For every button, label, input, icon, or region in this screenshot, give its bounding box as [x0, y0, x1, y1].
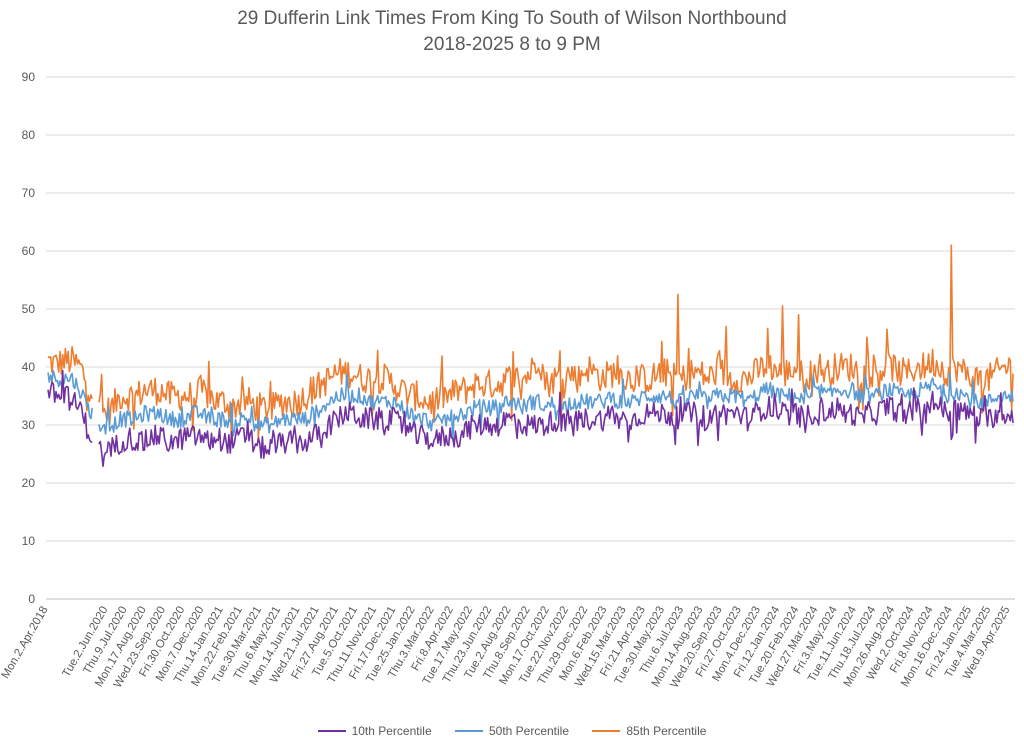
series-line-50th [47, 370, 1014, 441]
legend-label-50th: 50th Percentile [488, 724, 570, 738]
legend-item-10th: 10th Percentile [317, 724, 432, 738]
legend-label-85th: 85th Percentile [626, 724, 707, 738]
series-line-10th [47, 369, 1014, 468]
chart-subtitle: 2018-2025 8 to 9 PM [423, 34, 601, 55]
y-tick-label-20: 20 [22, 476, 36, 490]
y-tick-label-60: 60 [22, 244, 36, 258]
y-tick-label-40: 40 [22, 360, 36, 374]
legend-swatch-50th [454, 730, 483, 732]
y-tick-label-80: 80 [22, 128, 36, 142]
legend-item-85th: 85th Percentile [592, 724, 706, 738]
y-tick-label-10: 10 [22, 534, 36, 548]
y-tick-label-50: 50 [22, 302, 36, 316]
y-tick-label-0: 0 [28, 592, 35, 606]
y-tick-label-90: 90 [22, 70, 36, 84]
legend-label-10th: 10th Percentile [351, 724, 432, 738]
x-tick-label: Mon.2.Apr.2018 [0, 605, 51, 681]
y-tick-label-70: 70 [22, 186, 36, 200]
legend-swatch-10th [317, 730, 346, 732]
chart-legend: 10th Percentile 50th Percentile 85th Per… [0, 721, 1024, 738]
y-tick-label-30: 30 [22, 418, 36, 432]
chart-title: 29 Dufferin Link Times From King To Sout… [237, 8, 787, 29]
legend-swatch-85th [592, 730, 621, 732]
legend-item-50th: 50th Percentile [454, 724, 570, 738]
series-line-85th [47, 244, 1014, 444]
